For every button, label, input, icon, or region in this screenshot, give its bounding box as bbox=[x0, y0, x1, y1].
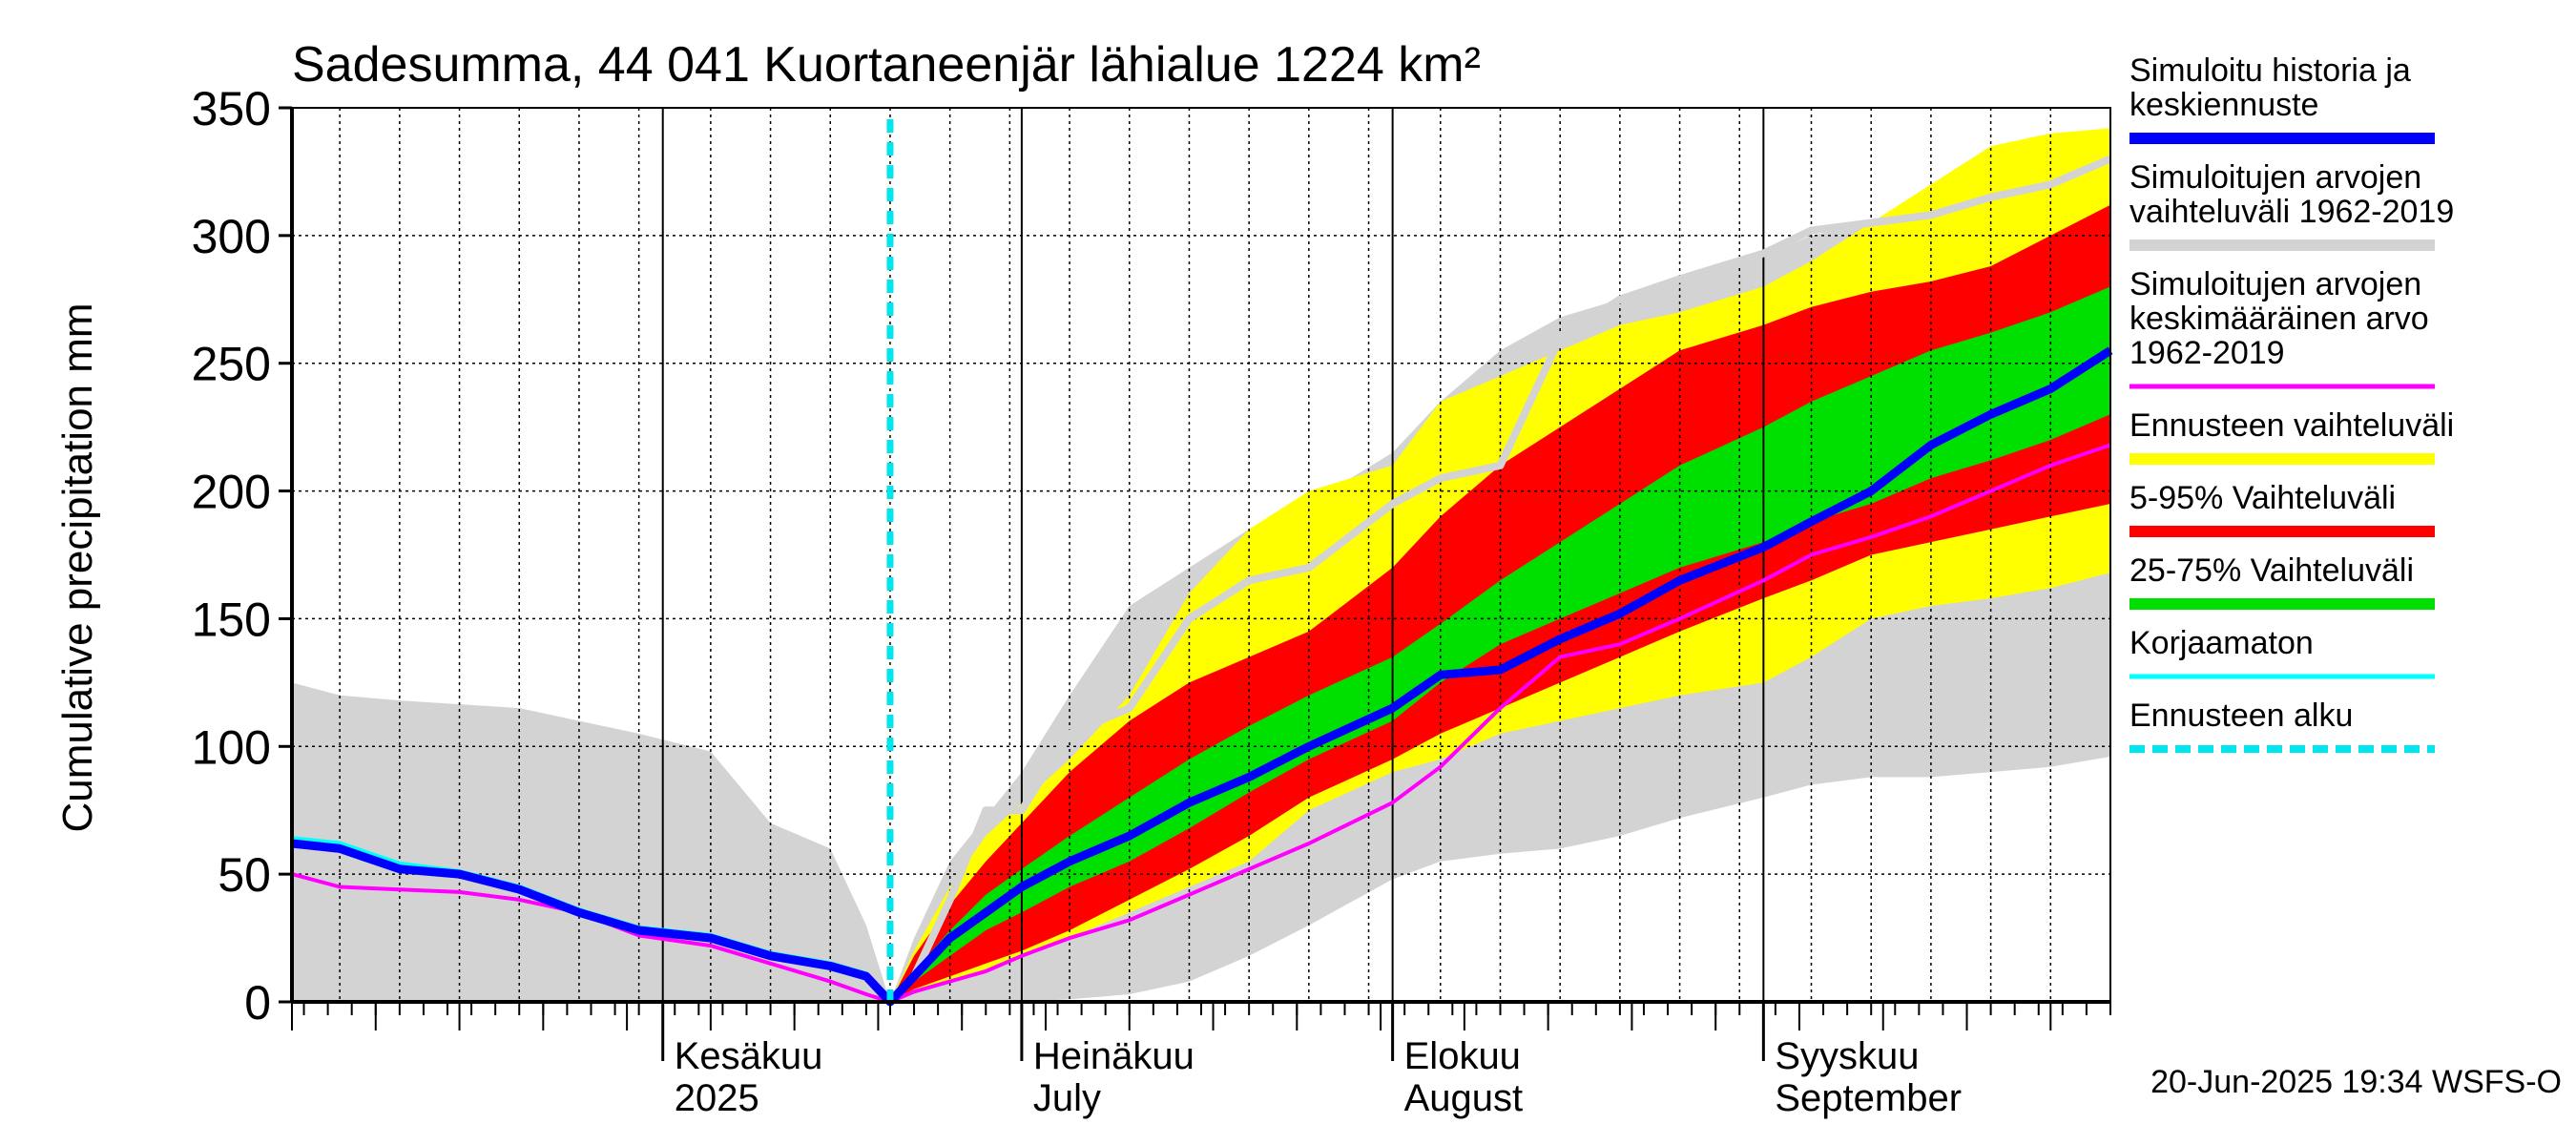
gray-line-series bbox=[887, 155, 2112, 1005]
y-tick-label: 350 bbox=[192, 82, 271, 135]
month-sublabel: August bbox=[1404, 1077, 1524, 1119]
chart-bands bbox=[292, 128, 2110, 1003]
month-sublabel: 2025 bbox=[675, 1077, 759, 1119]
legend-label: vaihteluväli 1962-2019 bbox=[2129, 194, 2454, 230]
y-tick-label: 0 bbox=[244, 976, 271, 1030]
y-axis-label: Cumulative precipitation mm bbox=[54, 302, 101, 832]
y-tick-label: 100 bbox=[192, 720, 271, 774]
y-tick-label: 150 bbox=[192, 593, 271, 646]
legend-label: keskimääräinen arvo bbox=[2129, 301, 2429, 337]
month-sublabel: September bbox=[1775, 1077, 1962, 1119]
y-tick-label: 250 bbox=[192, 338, 271, 391]
legend-label: Simuloitujen arvojen bbox=[2129, 266, 2421, 302]
y-tick-label: 50 bbox=[218, 848, 271, 902]
legend-label: Ennusteen vaihteluväli bbox=[2129, 407, 2454, 444]
chart-lines bbox=[291, 119, 2113, 1007]
legend-label: keskiennuste bbox=[2129, 87, 2318, 123]
month-label: Heinäkuu bbox=[1033, 1035, 1195, 1077]
footer-timestamp: 20-Jun-2025 19:34 WSFS-O bbox=[2150, 1064, 2562, 1100]
month-sublabel: July bbox=[1033, 1077, 1101, 1119]
legend-label: 5-95% Vaihteluväli bbox=[2129, 480, 2396, 516]
month-label: Elokuu bbox=[1404, 1035, 1521, 1077]
month-label: Syyskuu bbox=[1775, 1035, 1919, 1077]
month-label: Kesäkuu bbox=[675, 1035, 823, 1077]
legend-label: Simuloitu historia ja bbox=[2129, 52, 2411, 89]
legend-label: 1962-2019 bbox=[2129, 335, 2285, 371]
legend-label: 25-75% Vaihteluväli bbox=[2129, 552, 2414, 589]
y-tick-label: 200 bbox=[192, 466, 271, 519]
chart-title: Sadesumma, 44 041 Kuortaneenjär lähialue… bbox=[292, 37, 1481, 93]
y-tick-label: 300 bbox=[192, 210, 271, 263]
legend-label: Ennusteen alku bbox=[2129, 697, 2353, 734]
blue-line-series bbox=[291, 346, 2113, 1007]
legend-label: Simuloitujen arvojen bbox=[2129, 159, 2421, 196]
legend-label: Korjaamaton bbox=[2129, 625, 2314, 661]
